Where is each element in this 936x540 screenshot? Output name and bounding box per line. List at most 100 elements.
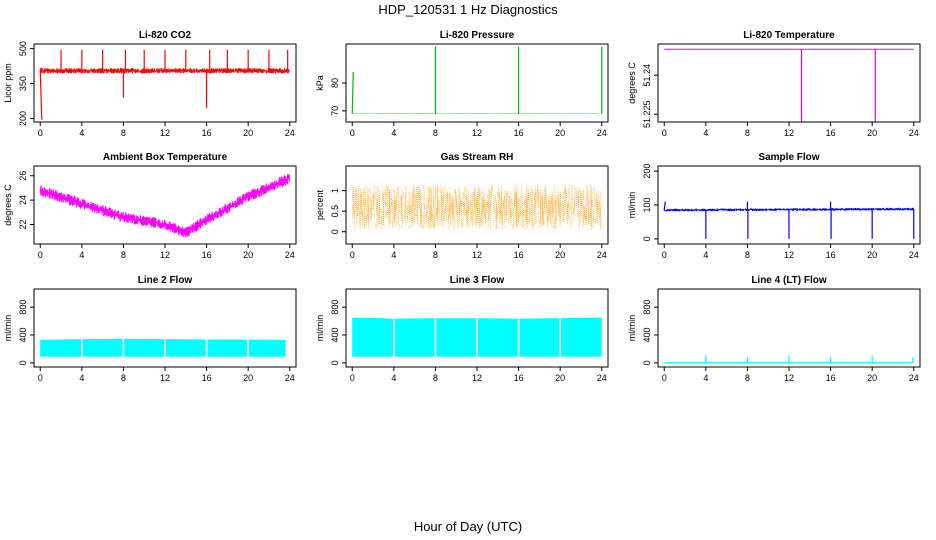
band-segment [477, 318, 518, 357]
y-axis-label: kPa [315, 75, 325, 91]
panel-title: Sample Flow [758, 152, 819, 163]
x-tick-label: 0 [350, 250, 355, 260]
spike-mark [663, 201, 666, 211]
x-tick-label: 0 [350, 373, 355, 383]
y-axis-label: ml/min [627, 315, 637, 342]
y-axis-label: ml/min [315, 315, 325, 342]
plot-area [351, 184, 602, 230]
band-segment [561, 317, 602, 357]
y-tick-label: 400 [642, 327, 652, 342]
x-tick-label: 8 [745, 128, 750, 138]
series-line [39, 173, 290, 238]
y-tick-label: 800 [330, 300, 340, 315]
chart-panel-4: Ambient Box Temperature 0 4 8 12 16 20 24 22 24 26… [3, 152, 297, 260]
x-tick-label: 12 [784, 250, 794, 260]
band-segment [519, 318, 560, 357]
x-tick-label: 0 [38, 373, 43, 383]
x-tick-label: 0 [38, 128, 43, 138]
x-tick-label: 4 [703, 128, 708, 138]
x-tick-label: 24 [597, 373, 607, 383]
figure-title: HDP_120531 1 Hz Diagnostics [378, 2, 558, 17]
y-tick-label: 800 [642, 300, 652, 315]
x-tick-label: 24 [909, 373, 919, 383]
plot-area [39, 173, 290, 238]
x-tick-label: 12 [472, 250, 482, 260]
panel-title: Line 2 Flow [138, 275, 193, 286]
x-tick-label: 24 [285, 250, 295, 260]
x-tick-label: 24 [285, 128, 295, 138]
band-segment [207, 339, 248, 357]
x-tick-label: 20 [555, 373, 565, 383]
x-tick-label: 20 [243, 250, 253, 260]
x-tick-label: 8 [433, 373, 438, 383]
x-tick-label: 20 [867, 128, 877, 138]
x-tick-label: 20 [867, 250, 877, 260]
y-tick-label: 500 [18, 41, 28, 56]
chart-panel-6: Sample Flow 0 4 8 12 16 20 24 0 100 200 ml/min [627, 152, 921, 260]
x-tick-label: 20 [243, 128, 253, 138]
plot-area [663, 201, 915, 239]
y-tick-label: 0 [642, 236, 652, 241]
band-segment [249, 339, 286, 357]
y-tick-label: 400 [330, 327, 340, 342]
x-tick-label: 4 [391, 128, 396, 138]
y-tick-label: 0 [642, 360, 652, 365]
x-tick-label: 16 [514, 373, 524, 383]
x-tick-label: 24 [597, 250, 607, 260]
x-tick-label: 16 [826, 373, 836, 383]
chart-panel-2: Li-820 Pressure 0 4 8 12 16 20 24 70 80 kPa [315, 30, 609, 138]
x-tick-label: 4 [703, 250, 708, 260]
panel-title: Gas Stream RH [441, 152, 514, 163]
x-tick-label: 12 [472, 128, 482, 138]
panel-title: Li-820 Pressure [440, 30, 515, 41]
plot-area [40, 338, 286, 357]
band-segment [124, 338, 165, 357]
chart-panel-1: Li-820 CO2 0 4 8 12 16 20 24 200 350 500 Licor ppm [3, 30, 297, 138]
x-tick-label: 4 [391, 373, 396, 383]
x-tick-label: 0 [38, 250, 43, 260]
x-tick-label: 8 [121, 250, 126, 260]
x-tick-label: 12 [160, 250, 170, 260]
rh-point-cloud [351, 184, 602, 230]
x-tick-label: 4 [391, 250, 396, 260]
x-tick-label: 4 [79, 250, 84, 260]
band-segment [82, 338, 123, 357]
x-tick-label: 8 [433, 250, 438, 260]
figure-xlabel: Hour of Day (UTC) [414, 519, 522, 534]
y-axis-label: degrees C [627, 62, 637, 104]
band-segment [165, 339, 206, 357]
y-axis-label: degrees C [3, 184, 13, 226]
plot-frame [345, 43, 609, 123]
x-tick-label: 8 [745, 373, 750, 383]
x-tick-label: 12 [160, 128, 170, 138]
x-tick-label: 16 [514, 128, 524, 138]
panel-title: Line 4 (LT) Flow [751, 275, 827, 286]
band-segment [40, 339, 81, 357]
spike-mark [351, 71, 354, 114]
x-tick-label: 20 [555, 128, 565, 138]
y-tick-label: 24 [18, 195, 28, 205]
panel-title: Line 3 Flow [450, 275, 505, 286]
y-tick-label: 51.24 [642, 64, 652, 87]
panel-title: Li-820 CO2 [139, 30, 192, 41]
x-tick-label: 24 [909, 128, 919, 138]
plot-area [664, 48, 914, 122]
y-tick-label: 0 [18, 360, 28, 365]
chart-panel-5: Gas Stream RH 0 4 8 12 16 20 24 0 0.5 1 percent [315, 152, 609, 260]
x-tick-label: 24 [285, 373, 295, 383]
plot-frame [657, 43, 921, 123]
plot-area [664, 355, 914, 364]
y-tick-label: 400 [18, 327, 28, 342]
plot-area [352, 317, 602, 357]
y-tick-label: 22 [18, 219, 28, 229]
y-tick-label: 800 [18, 300, 28, 315]
x-tick-label: 8 [121, 373, 126, 383]
x-tick-label: 16 [202, 128, 212, 138]
x-tick-label: 4 [79, 373, 84, 383]
y-axis-label: Licor ppm [3, 63, 13, 103]
y-tick-label: 51.225 [642, 100, 652, 128]
x-tick-label: 0 [662, 250, 667, 260]
band-segment [352, 317, 393, 357]
series-line [351, 113, 602, 114]
